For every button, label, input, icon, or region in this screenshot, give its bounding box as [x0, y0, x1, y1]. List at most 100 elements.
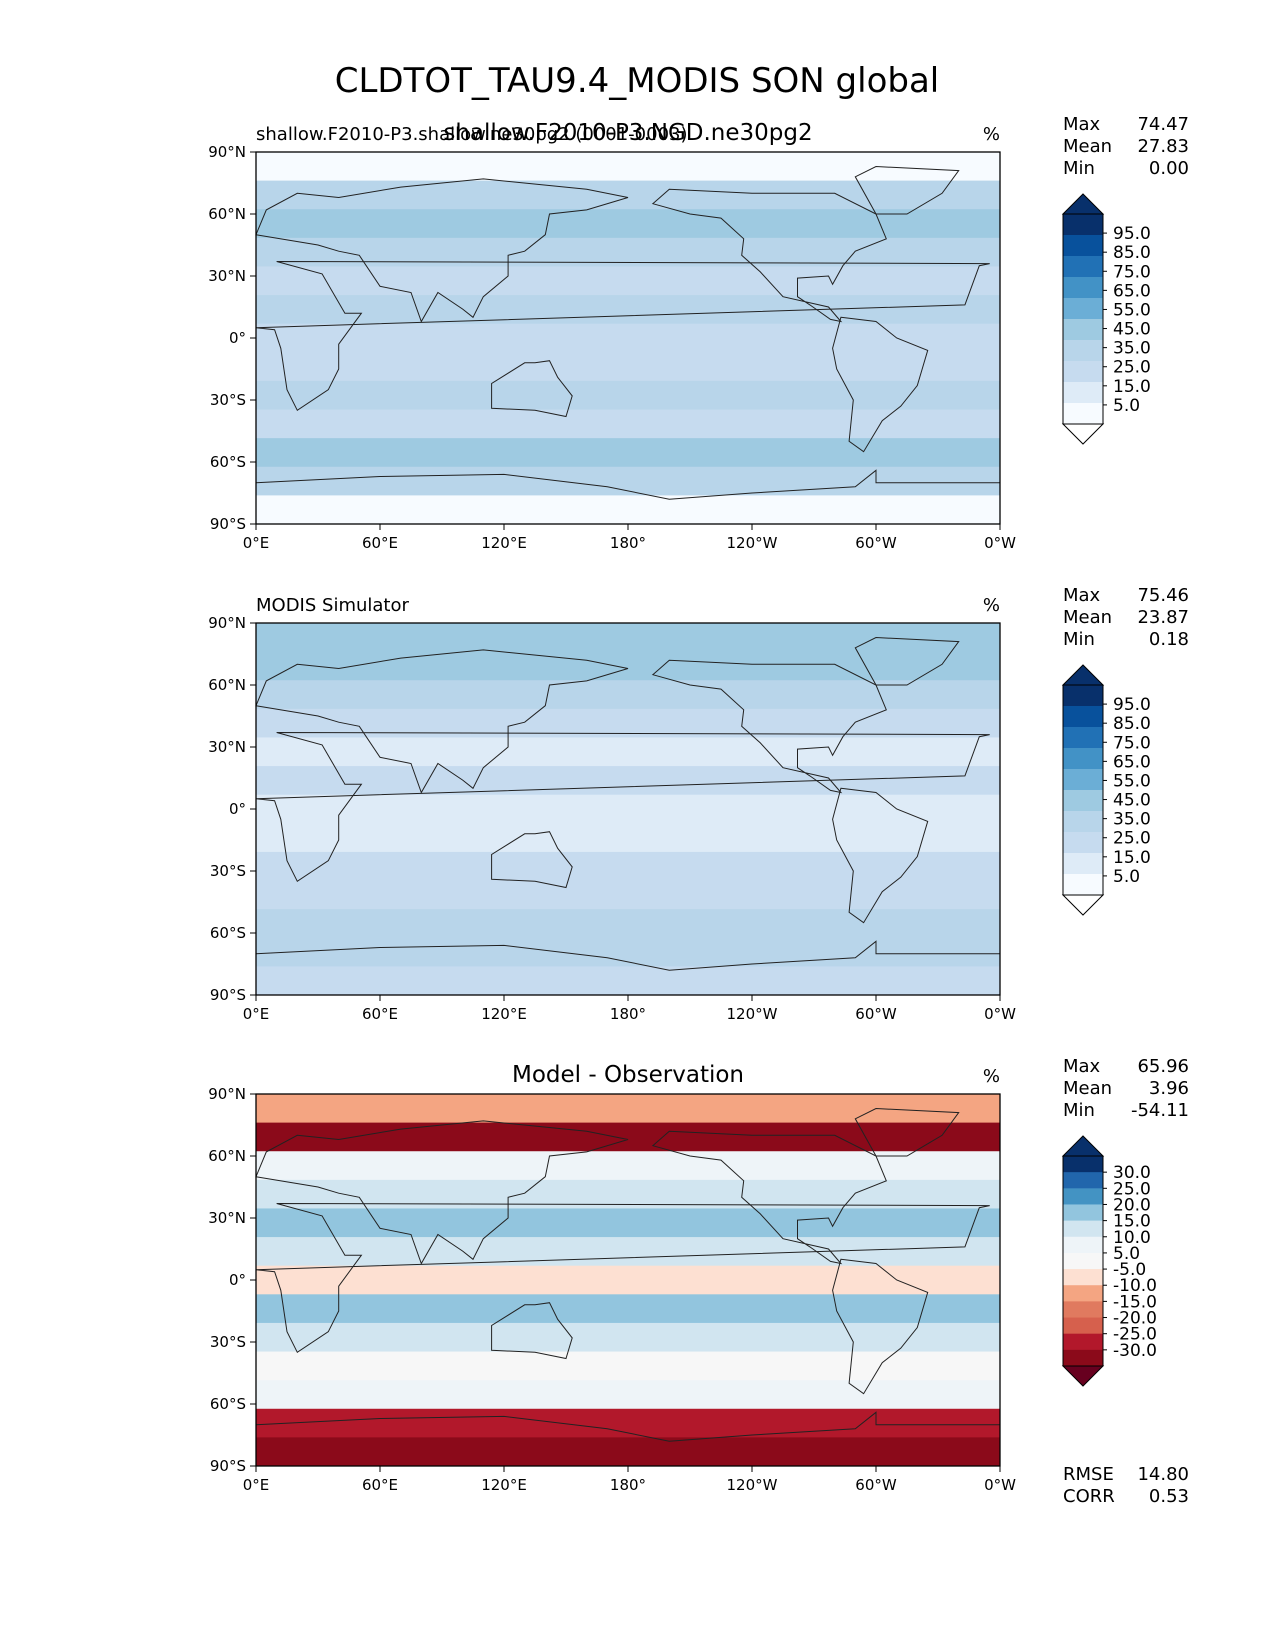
- colorbar-segment: [1063, 685, 1103, 707]
- colorbar-segment: [1063, 319, 1103, 341]
- colorbar-segment: [1063, 256, 1103, 278]
- field-band: [256, 651, 1000, 681]
- colorbar-segment: [1063, 1317, 1103, 1335]
- field-band: [256, 937, 1000, 967]
- colorbar-frame: [1062, 684, 1104, 896]
- colorbar-segment: [1063, 1188, 1103, 1205]
- field-band: [256, 737, 1000, 767]
- y-tick-label: 90°N: [208, 614, 246, 632]
- stat-label: Min: [1063, 1100, 1095, 1121]
- x-tick-label: 0°E: [243, 534, 270, 552]
- y-tick-label: 0°: [229, 1271, 246, 1289]
- field-band: [256, 495, 1000, 525]
- colorbar-frame: [1062, 1155, 1104, 1367]
- coastline: [854, 636, 960, 686]
- x-tick-label: 60°W: [855, 534, 897, 552]
- colorbar-segment: [1063, 1220, 1103, 1238]
- field-band: [256, 1237, 1000, 1267]
- field-band: [256, 823, 1000, 853]
- stat-value: 27.83: [1137, 136, 1189, 157]
- coastline: [255, 261, 990, 412]
- colorbar-label: -25.0: [1113, 1325, 1157, 1345]
- coastline: [832, 316, 929, 453]
- field-band: [256, 1437, 1000, 1467]
- colorbar-label: 10.0: [1113, 1228, 1151, 1248]
- x-tick-label: 180°: [610, 1476, 646, 1494]
- colorbar-label: -10.0: [1113, 1276, 1157, 1296]
- panel-obs: 0°E 60°E 120°E 180° 120°W 60°W 0°W 90°N 60°N 30°N…: [208, 585, 1189, 1023]
- coastline: [854, 165, 960, 215]
- y-tick-label: 0°: [229, 800, 246, 818]
- colorbar-label: 5.0: [1113, 396, 1140, 416]
- colorbar-frame: [1062, 213, 1104, 425]
- colorbar-segment: [1063, 727, 1103, 749]
- colorbar-label: -20.0: [1113, 1309, 1157, 1329]
- stat-value: 23.87: [1137, 607, 1189, 628]
- x-tick-label: 120°E: [481, 1005, 527, 1023]
- field-band: [256, 352, 1000, 382]
- coastline: [255, 732, 990, 883]
- field-band: [256, 152, 1000, 182]
- colorbar-label: 85.0: [1113, 243, 1151, 263]
- colorbar-over-triangle: [1061, 1135, 1105, 1157]
- x-tick-label: 0°W: [984, 1476, 1016, 1494]
- y-tick-label: 60°S: [210, 453, 246, 471]
- y-tick-label: 30°N: [208, 1209, 246, 1227]
- colorbar-segment: [1063, 706, 1103, 728]
- colorbar-segment: [1063, 214, 1103, 236]
- field-band: [256, 466, 1000, 496]
- colorbar-segment: [1063, 340, 1103, 362]
- coastline: [491, 360, 573, 418]
- coastline: [651, 188, 887, 323]
- colorbar-label: 75.0: [1113, 733, 1151, 753]
- colorbar-segment: [1063, 874, 1103, 896]
- colorbar-label: 35.0: [1113, 810, 1151, 830]
- colorbar-segment: [1063, 277, 1103, 299]
- stat-value: -54.11: [1131, 1100, 1189, 1121]
- stat-label: Max: [1063, 114, 1101, 135]
- panel-subtitle: shallow.F2010-P3.NGD.ne30pg2: [443, 120, 812, 146]
- x-tick-label: 180°: [610, 534, 646, 552]
- colorbar-label: -5.0: [1113, 1260, 1146, 1280]
- y-tick-label: 30°S: [210, 862, 246, 880]
- colorbar-segment: [1063, 1285, 1103, 1302]
- x-tick-label: 0°E: [243, 1476, 270, 1494]
- field-band: [256, 380, 1000, 411]
- field-band: [256, 1094, 1000, 1124]
- stat-value: 3.96: [1149, 1078, 1189, 1099]
- panel-model: 0°E 60°E 120°E 180° 120°W 60°W 0°W 90°N 60°N 30°N…: [208, 114, 1189, 552]
- x-tick-label: 180°: [610, 1005, 646, 1023]
- colorbar-label: 95.0: [1113, 224, 1151, 244]
- y-tick-label: 30°S: [210, 391, 246, 409]
- y-tick-label: 90°S: [210, 515, 246, 533]
- colorbar-segment: [1063, 1156, 1103, 1173]
- colorbar-segment: [1063, 235, 1103, 257]
- coastline: [255, 1203, 990, 1354]
- x-tick-label: 60°E: [362, 1005, 398, 1023]
- coastline: [832, 1258, 929, 1395]
- colorbar-segment: [1063, 811, 1103, 833]
- stat-label: Mean: [1063, 136, 1112, 157]
- colorbar-label: 20.0: [1113, 1195, 1151, 1215]
- colorbar-label: 25.0: [1113, 829, 1151, 849]
- x-tick-label: 60°E: [362, 1476, 398, 1494]
- colorbar-label: -15.0: [1113, 1292, 1157, 1312]
- colorbar-label: 5.0: [1113, 867, 1140, 887]
- colorbar-label: 85.0: [1113, 714, 1151, 734]
- panel-subtitle: Model - Observation: [512, 1062, 744, 1088]
- colorbar-label: -30.0: [1113, 1341, 1157, 1361]
- field-band: [256, 409, 1000, 439]
- colorbar-under-triangle: [1061, 894, 1105, 916]
- colorbar-label: 95.0: [1113, 695, 1151, 715]
- field-band: [256, 1408, 1000, 1438]
- y-tick-label: 30°N: [208, 738, 246, 756]
- field-band: [256, 909, 1000, 939]
- field-band: [256, 1265, 1000, 1295]
- colorbar-segment: [1063, 1301, 1103, 1318]
- y-tick-label: 30°N: [208, 267, 246, 285]
- y-tick-label: 60°N: [208, 205, 246, 223]
- colorbar-segment: [1063, 853, 1103, 875]
- colorbar-label: 45.0: [1113, 791, 1151, 811]
- colorbar-label: 65.0: [1113, 752, 1151, 772]
